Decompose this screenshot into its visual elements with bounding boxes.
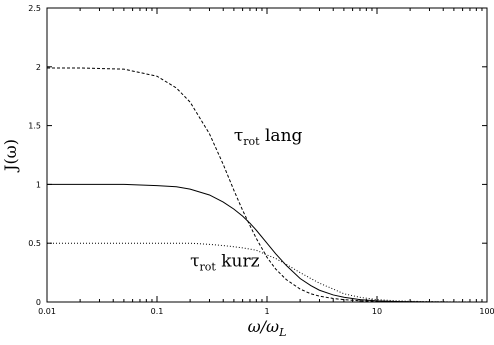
- series-line-dashed: [47, 67, 487, 303]
- x-tick-label: 0.1: [151, 307, 164, 316]
- series-line-solid: [47, 183, 487, 303]
- ticks: 0 0.5 1 1.5 2 2.5 0.01 0.1 1 10 100: [28, 4, 494, 316]
- x-tick-label: 10: [372, 307, 382, 316]
- x-tick-label: 1: [264, 307, 269, 316]
- x-tick-label: 100: [479, 307, 494, 316]
- series-line-dotted: [47, 242, 488, 303]
- annotation-kurz: τrot kurz: [190, 252, 259, 274]
- y-tick-label: 2: [36, 63, 41, 72]
- annotations: τrot lang τrot kurz: [190, 126, 302, 274]
- y-tick-label: 0.5: [28, 239, 41, 248]
- data-lines: [47, 67, 488, 303]
- x-axis-label: ω/ωL: [248, 317, 287, 339]
- annotation-lang: τrot lang: [234, 126, 303, 148]
- y-tick-label: 0: [36, 298, 41, 307]
- y-tick-label: 1: [36, 180, 41, 189]
- x-tick-label: 0.01: [38, 307, 56, 316]
- y-axis-label: J(ω): [1, 139, 20, 173]
- y-tick-label: 2.5: [28, 4, 41, 13]
- y-tick-label: 1.5: [28, 122, 41, 131]
